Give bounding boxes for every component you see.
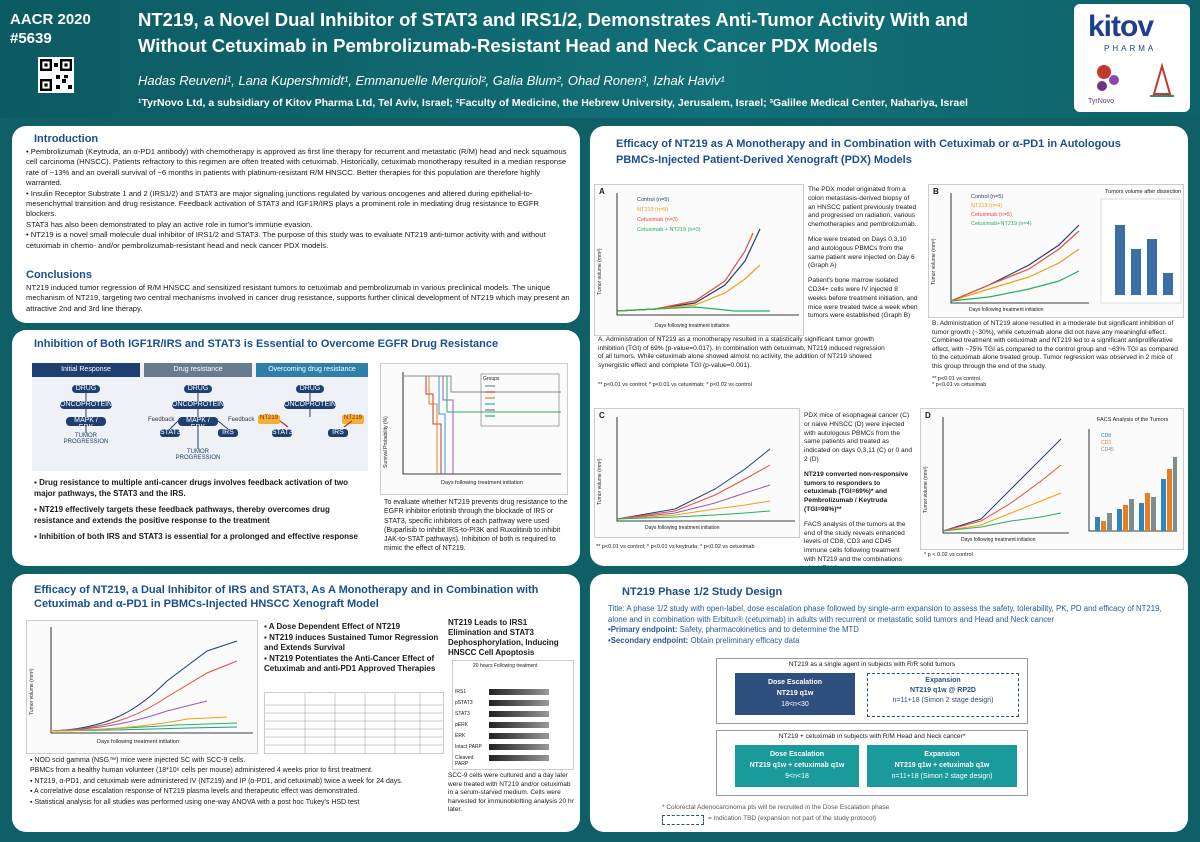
blot-band-row: ERK [455, 731, 571, 742]
blot-band-label: Intact PARP [455, 744, 482, 750]
affiliations: ¹TyrNovo Ltd, a subsidiary of Kitov Phar… [138, 97, 968, 109]
results-table [264, 692, 444, 754]
pdx-sig-d: * p < 0.02 vs control [924, 552, 973, 558]
blot-band-label: STAT3 [455, 711, 470, 717]
phase-heading: NT219 Phase 1/2 Study Design [622, 586, 783, 598]
pdx-graph-b: B Control (n=5) NT219 (n=4) Cetuximab (n… [928, 184, 1184, 318]
inhibition-bullet: ▪ NT219 effectively targets these feedba… [34, 505, 330, 525]
conclusions-heading: Conclusions [26, 269, 93, 281]
blot-band-label: IRS1 [455, 689, 467, 695]
blot-band [489, 744, 549, 750]
western-blot-title: NT219 Leads to IRS1 Elimination and STAT… [448, 618, 559, 657]
drug-node: DRUG [72, 385, 100, 393]
tab-initial-response: Initial Response [32, 363, 140, 377]
phase-footnote: * Colorectal Adenocarcinoma pts will be … [662, 804, 890, 811]
expansion-1: Expansion NT219 q1w @ RP2D n=11+18 (Simo… [867, 673, 1019, 717]
legend-b: Control (n=5) NT219 (n=4) Cetuximab (n=5… [971, 194, 1032, 227]
pdx-caption-b: B. Administration of NT219 alone resulte… [932, 320, 1178, 370]
efficacy-methods: ▪ NOD scid gamma (NSG™) mice were inject… [30, 757, 403, 806]
phase-study-panel: NT219 Phase 1/2 Study Design Title: A ph… [590, 574, 1188, 832]
tab-overcoming-resistance: Overcoming drug resistance [256, 363, 368, 377]
blot-band-label: ERK [455, 733, 466, 739]
inhibition-bullets: ▪ Drug resistance to multiple anti-cance… [34, 478, 360, 543]
pdx-text-a: The PDX model originated from a colon me… [808, 186, 918, 320]
blot-band-row: IRS1 [455, 687, 571, 698]
inhibition-caption: To evaluate whether NT219 prevents drug … [384, 499, 568, 553]
pdx-sig-c: ** p<0.01 vs control; * p<0.01 vs keytru… [596, 544, 755, 550]
poster-title: NT219, a Novel Dual Inhibitor of STAT3 a… [138, 9, 969, 56]
nt219-node-right: NT219 [342, 415, 364, 424]
combination-box: NT219 + cetuximab in subjects with R/M H… [716, 730, 1028, 796]
tbd-legend-text: = Indication TBD (expansion not part of … [708, 815, 877, 822]
blot-band [489, 700, 549, 706]
introduction-panel: Introduction • Pembrolizumab (Keytruda, … [12, 126, 580, 323]
blot-band-row: pERK [455, 720, 571, 731]
conference-label: AACR 2020 #5639 [10, 10, 91, 48]
tbd-legend-box [662, 815, 704, 825]
efficacy-points: ▪ A Dose Dependent Effect of NT219 ▪ NT2… [264, 622, 439, 673]
efficacy-heading: Efficacy of NT219, a Dual Inhibitor of I… [34, 584, 539, 610]
western-blot-caption: SCC-9 cells were cultured and a day late… [448, 772, 574, 813]
conclusions-text: NT219 induced tumor regression of R/M HN… [26, 283, 570, 313]
blot-band-row: Cleaved PARP [455, 753, 571, 767]
inhibition-panel: Inhibition of Both IGF1R/IRS and STAT3 i… [12, 330, 580, 566]
dose-escalation-1: Dose Escalation NT219 q1w 18<n<30 [735, 673, 855, 715]
xenograft-growth-chart: Tumor volume (mm³) Days following treatm… [26, 620, 258, 754]
diagram-arrows [85, 393, 353, 449]
blot-band [489, 711, 549, 717]
pdx-sig-b: ** p<0.01 vs control * p<0.01 vs cetuxim… [932, 376, 987, 388]
pdx-caption-a: A. Administration of NT219 as a monother… [598, 336, 885, 369]
qr-code-icon[interactable] [38, 57, 74, 93]
inhibition-bullet: ▪ Inhibition of both IRS and STAT3 is es… [34, 532, 358, 541]
expansion-2: Expansion NT219 q1w + cetuximab q1w n=11… [867, 745, 1017, 787]
blot-band [489, 722, 549, 728]
single-agent-box: NT219 as a single agent in subjects with… [716, 658, 1028, 724]
intro-heading: Introduction [34, 133, 99, 145]
kitov-logo: kitov PHARMA TyrNovo [1074, 4, 1190, 112]
pdx-panel: Efficacy of NT219 as A Monotherapy and i… [590, 126, 1188, 566]
poster-number: #5639 [10, 30, 52, 47]
pdx-graph-d: D FACS Analysis of the Tumors CD8 CD3 CD… [920, 408, 1184, 550]
pdx-heading: Efficacy of NT219 as A Monotherapy and i… [616, 138, 1121, 166]
survival-plot: Groups Survival Probability (%) Days fol… [380, 363, 568, 495]
efficacy-monotherapy-panel: Efficacy of NT219, a Dual Inhibitor of I… [12, 574, 580, 832]
authors: Hadas Reuveni¹, Lana Kupershmidt¹, Emman… [138, 73, 725, 88]
blot-band [489, 689, 549, 695]
pdx-sig-a: ** p<0.01 vs control; * p<0.01 vs cetuxi… [598, 382, 752, 388]
conference-name: AACR 2020 [10, 11, 91, 28]
phase-text: Title: A phase 1/2 study with open-label… [608, 604, 1162, 645]
nt219-node-left: NT219 [258, 415, 280, 424]
inhibition-bullet: ▪ Drug resistance to multiple anti-cance… [34, 478, 349, 498]
facs-legend: CD8 CD3 CD45 [1101, 433, 1114, 453]
pdx-text-c: PDX mice of esophageal cancer (C) or nai… [804, 412, 913, 566]
tab-drug-resistance: Drug resistance [144, 363, 252, 377]
pdx-graph-a: A Control (n=5) NT219 (n=5) Cetuximab (n… [594, 184, 804, 336]
blot-band-label: Cleaved PARP [455, 755, 474, 767]
blot-band-row: STAT3 [455, 709, 571, 720]
intro-text: • Pembrolizumab (Keytruda, an α-PD1 anti… [26, 147, 567, 250]
inhibition-heading: Inhibition of Both IGF1R/IRS and STAT3 i… [34, 338, 499, 350]
logo-mark-icon [1097, 62, 1174, 97]
dose-escalation-2: Dose Escalation NT219 q1w + cetuximab q1… [735, 745, 859, 787]
oncoprotein-node: ONCOPROTEIN [60, 401, 113, 409]
blot-band-label: pSTAT3 [455, 700, 473, 706]
blot-band-label: pERK [455, 722, 469, 728]
pdx-graph-c: C Tumor volume (mm³) Days following trea… [594, 408, 800, 538]
blot-band-row: pSTAT3 [455, 698, 571, 709]
progression-label: TUMOR PROGRESSION [63, 433, 109, 445]
blot-band [489, 755, 549, 761]
resistance-diagram: Initial Response Drug resistance Overcom… [32, 363, 368, 471]
blot-band-row: Intact PARP [455, 742, 571, 753]
legend-a: Control (n=5) NT219 (n=5) Cetuximab (n=3… [637, 197, 701, 233]
poster-header: AACR 2020 #5639 NT219, a Novel Dual Inhi… [0, 0, 1200, 118]
western-blot-figure: 20 hours Following treatment IRS1 pSTAT3 S… [452, 660, 574, 770]
blot-band [489, 733, 549, 739]
